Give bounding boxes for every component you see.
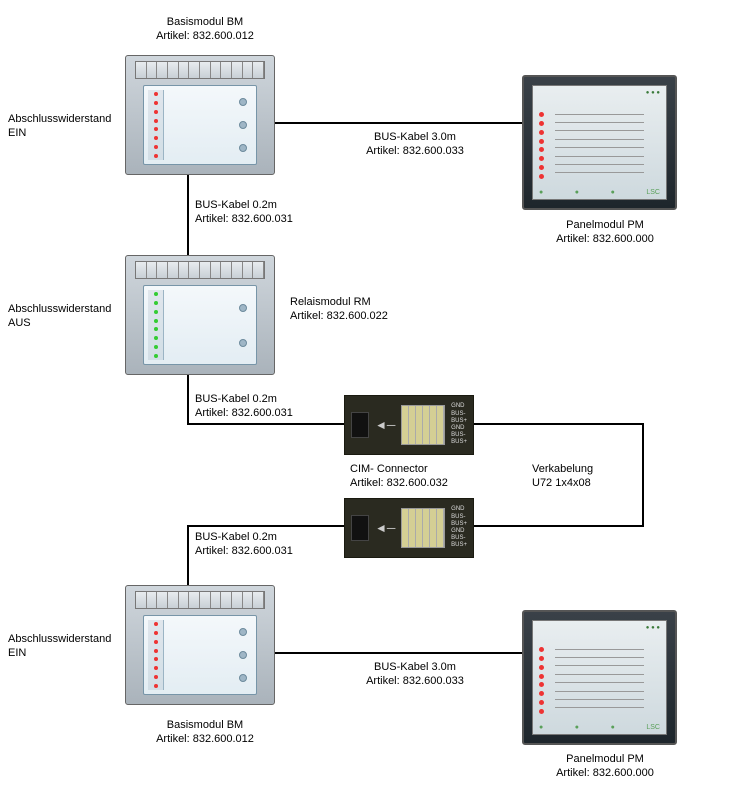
device-basis-top — [125, 55, 275, 175]
label-bus30-bot: BUS-Kabel 3.0m Artikel: 832.600.033 — [340, 660, 490, 689]
basis-top-article: Artikel: 832.600.012 — [156, 30, 254, 42]
line-bus02-c-v — [187, 525, 189, 585]
line-wiring-v — [642, 423, 644, 527]
device-cim-bot: ◄─ GND BUS- BUS+ GND BUS- BUS+ — [344, 498, 474, 558]
cim-pin-labels: GND BUS- BUS+ GND BUS- BUS+ — [451, 506, 467, 549]
label-wiring: Verkabelung U72 1x4x08 — [532, 462, 593, 491]
line-bus30-bot — [275, 652, 522, 654]
line-bus02-b-h — [187, 423, 344, 425]
device-cim-top: ◄─ GND BUS- BUS+ GND BUS- BUS+ — [344, 395, 474, 455]
line-bus02-a — [187, 175, 189, 255]
label-relais: Relaismodul RM Artikel: 832.600.022 — [290, 295, 388, 324]
line-wiring-bot — [474, 525, 644, 527]
label-basis-bot: Basismodul BM Artikel: 832.600.012 — [140, 718, 270, 747]
label-term-ein-top: Abschlusswiderstand EIN — [8, 112, 111, 141]
cim-pin-labels: GND BUS- BUS+ GND BUS- BUS+ — [451, 403, 467, 446]
device-panel-top: ● ● ● ●●●LSC — [522, 75, 677, 210]
label-panel-top: Panelmodul PM Artikel: 832.600.000 — [545, 218, 665, 247]
device-basis-bot — [125, 585, 275, 705]
device-panel-bot: ● ● ● ●●●LSC — [522, 610, 677, 745]
device-relais — [125, 255, 275, 375]
label-term-ein-bot: Abschlusswiderstand EIN — [8, 632, 111, 661]
line-bus02-b-v — [187, 375, 189, 425]
label-bus30-top: BUS-Kabel 3.0m Artikel: 832.600.033 — [340, 130, 490, 159]
basis-top-title: Basismodul BM — [167, 16, 243, 28]
arrow-left-icon: ◄─ — [375, 418, 395, 432]
line-bus02-c-h — [187, 525, 344, 527]
label-basis-top: Basismodul BM Artikel: 832.600.012 — [140, 15, 270, 44]
arrow-left-icon: ◄─ — [375, 521, 395, 535]
line-bus30-top — [275, 122, 522, 124]
label-bus02-b: BUS-Kabel 0.2m Artikel: 832.600.031 — [195, 392, 293, 421]
line-wiring-top — [474, 423, 644, 425]
label-term-aus: Abschlusswiderstand AUS — [8, 302, 111, 331]
label-cim: CIM- Connector Artikel: 832.600.032 — [350, 462, 448, 491]
label-bus02-c: BUS-Kabel 0.2m Artikel: 832.600.031 — [195, 530, 293, 559]
label-bus02-a: BUS-Kabel 0.2m Artikel: 832.600.031 — [195, 198, 293, 227]
label-panel-bot: Panelmodul PM Artikel: 832.600.000 — [545, 752, 665, 781]
